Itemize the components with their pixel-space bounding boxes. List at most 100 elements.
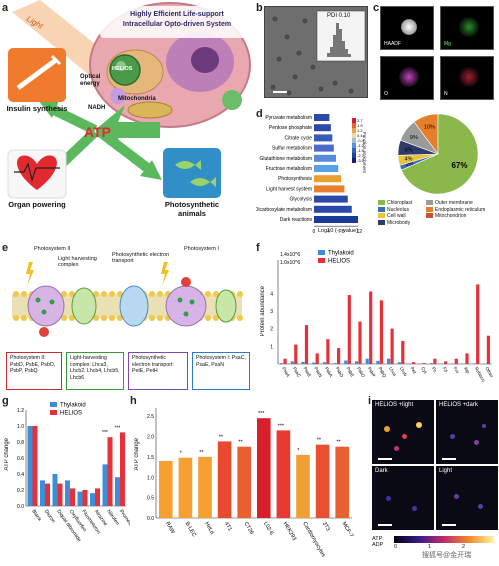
d-cbar-tick: 1.9	[357, 123, 363, 128]
d-cbar-tick: -0.4	[357, 138, 365, 143]
panel-f: 1 2 3 4 1.4x10^6 1.0x10^6 Thylakoid HELIOS PsaA P…	[258, 246, 498, 394]
d-cbar-tick: 0.4	[357, 133, 363, 138]
organ-label: Organ powering	[8, 200, 66, 209]
f-xtick: PsaA	[281, 366, 291, 378]
panel-a-illustration	[7, 0, 252, 199]
panel-letter-d: d	[256, 108, 263, 120]
ps2-label: Photosystem II	[34, 246, 71, 252]
g-ytick: 1.0	[17, 424, 24, 430]
dark-image: Dark	[372, 466, 434, 530]
g-bar	[107, 437, 113, 506]
g-ylabel: ATP change	[4, 438, 10, 471]
f-ylabel: Protein abundance	[260, 286, 266, 337]
pie-label: 4%	[405, 157, 413, 163]
h-significance: *	[180, 451, 183, 457]
panel-i: HELIOS +light HELIOS +dark Dark Light AT…	[372, 400, 498, 566]
atp-adp-colorbar	[394, 536, 494, 543]
f-bar	[401, 341, 405, 364]
d-category-label: Fructose metabolism	[266, 166, 312, 172]
d-cbar-cell	[352, 123, 356, 128]
h-bar	[198, 456, 212, 518]
helios-title: Highly Efficient Life-support Intracellu…	[104, 10, 250, 30]
helios-light-label: HELIOS +light	[375, 402, 414, 408]
panel-letter-i: i	[368, 395, 372, 407]
h-ytick: 0.5	[147, 496, 154, 502]
h-ytick: 2.0	[147, 435, 154, 441]
dark-label: Dark	[375, 468, 388, 474]
h-bar	[217, 441, 232, 518]
g-bar	[115, 477, 120, 506]
helios-dark-image: HELIOS +dark	[436, 400, 498, 464]
g-bar	[70, 488, 75, 506]
panel-h: 0.0 0.5 1.0 1.5 2.0 2.5 * ** ** ** *** *** * ** ** RAW B…	[132, 398, 366, 566]
g-bar	[82, 490, 88, 506]
d-xtick: 4	[327, 229, 330, 235]
helios-sphere-label: HELIOS	[112, 66, 133, 72]
f-legend-swatch	[318, 258, 325, 263]
animals-label: Photosynthetic animals	[164, 200, 220, 218]
o-map: O	[380, 56, 434, 100]
g-ytick: 0.6	[17, 456, 24, 462]
f-ytick-top: 1.4x10^6	[280, 252, 300, 258]
panel-letter-c: c	[373, 2, 380, 14]
helios-dark-label: HELIOS +dark	[439, 402, 478, 408]
h-significance: ***	[278, 423, 285, 429]
h-ylabel: ATP change	[134, 438, 140, 471]
d-category-label: Photosynthesis	[278, 176, 312, 182]
pet-box: Photosynthetic electron transport: PetE,…	[128, 352, 188, 390]
lhc-box: Light-harvesting complex: Lhca3, Lhcb2, …	[66, 352, 124, 390]
herbicide-atp-chart: 0.0 0.2 0.4 0.6 0.8 1.0 1.2 Thylakoid HELIOS *** *…	[17, 402, 137, 543]
d-cbar-cell	[352, 138, 356, 143]
h-significance: **	[317, 438, 322, 444]
g-bar	[90, 493, 95, 506]
h-bar	[178, 457, 193, 518]
f-xtick: PsbA	[324, 366, 334, 378]
g-bar	[95, 488, 100, 506]
g-ytick: 0.8	[17, 440, 24, 446]
mg-label: Mg	[443, 41, 452, 47]
watermark: 搜狐号@金开瑞	[422, 552, 472, 559]
h-significance: *	[297, 448, 300, 454]
g-bar	[32, 426, 38, 506]
f-bar	[337, 348, 341, 364]
d-bar	[314, 195, 348, 203]
d-category-label: Citrate cycle	[284, 135, 312, 141]
panel-letter-e: e	[2, 242, 9, 254]
f-bar	[454, 358, 458, 364]
d-xtick: 0	[313, 229, 316, 235]
d-xlabel: Log10 (-p value)	[318, 228, 359, 234]
f-bar	[465, 353, 469, 364]
panel-e: Photosystem II Light harvesting complex …	[4, 244, 252, 392]
d-category-label: Glutathione metabolism	[259, 156, 312, 162]
f-bar	[312, 362, 316, 364]
f-xtick: Other	[484, 366, 494, 379]
g-significance: ***	[102, 430, 108, 436]
panel-a: Highly Efficient Life-support Intracellu…	[0, 0, 255, 240]
panel-letter-f: f	[256, 242, 260, 254]
d-xtick: 12	[357, 229, 363, 235]
h-xtick: HeLa	[203, 521, 215, 536]
g-bar	[45, 483, 50, 506]
h-bar	[296, 454, 310, 518]
h-xtick: CT26	[242, 521, 254, 536]
panel-c: HAADF Mg O N 2% 4% 6% 9% 10% 67% Chloroplast O…	[378, 4, 498, 240]
d-cbar-cell	[352, 158, 356, 163]
haadf-image: HAADF	[380, 6, 434, 50]
h-significance: **	[219, 434, 224, 440]
pdi-label: PDI 0.10	[327, 13, 351, 19]
f-xtick: Pc	[431, 366, 438, 374]
helios-title-line2: Intracellular Opto-driven System	[122, 21, 232, 28]
cbar-tick-0: 0	[394, 544, 398, 550]
h-ytick: 2.5	[147, 414, 154, 420]
f-xtick: PsbP	[367, 366, 377, 378]
h-significance: **	[336, 440, 341, 446]
h-xtick: HEK293	[282, 521, 297, 542]
h-ytick: 0.0	[147, 516, 154, 522]
g-ytick: 0.0	[17, 504, 24, 510]
pie-label: 9%	[410, 135, 418, 141]
f-bar	[472, 363, 476, 364]
tem-image	[269, 10, 366, 97]
pie-slice	[401, 113, 479, 195]
d-cbar-tick: 2.7	[357, 118, 363, 123]
d-cbar-tick: -1.2	[357, 143, 365, 148]
